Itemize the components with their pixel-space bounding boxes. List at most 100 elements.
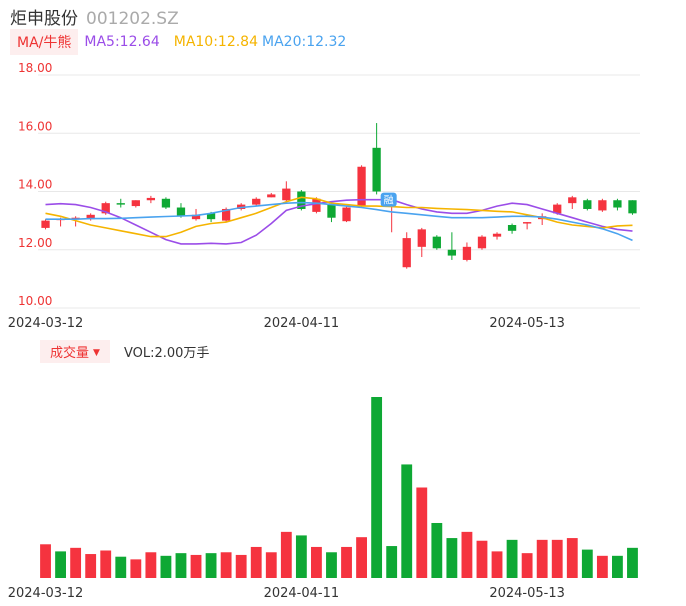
candle-body xyxy=(372,147,381,192)
volume-bar xyxy=(250,546,262,578)
candle-body xyxy=(628,200,637,214)
candle-body xyxy=(41,220,50,228)
candle-body xyxy=(327,204,336,218)
candle-body xyxy=(417,229,426,247)
volume-bar xyxy=(536,539,548,578)
candle-body xyxy=(252,198,261,205)
candle-body xyxy=(146,197,156,201)
volume-bar xyxy=(521,553,533,578)
volume-bar xyxy=(115,556,127,578)
volume-bar xyxy=(265,552,277,578)
volume-bar xyxy=(190,554,202,578)
volume-bar xyxy=(401,464,413,578)
ma-legend: MA/牛熊 MA5:12.64 MA10:12.84 MA20:12.32 xyxy=(10,29,347,55)
candle-body xyxy=(206,213,216,220)
volume-bar xyxy=(446,538,458,578)
rong-marker-label: 融 xyxy=(384,195,394,207)
price-tick-label: 14.00 xyxy=(18,178,52,192)
candle-body xyxy=(507,224,517,231)
candle-body xyxy=(462,246,472,260)
volume-bar xyxy=(371,397,383,578)
candle-body xyxy=(477,236,487,249)
candle-body xyxy=(553,204,562,214)
caret-down-icon: ▼ xyxy=(93,347,100,358)
stock-code: 001202.SZ xyxy=(86,9,179,29)
volume-bar xyxy=(581,549,593,578)
ma5-value: MA5:12.64 xyxy=(84,34,160,50)
date-tick-label: 2024-03-12 xyxy=(8,316,84,331)
volume-bar xyxy=(40,544,51,578)
volume-bar xyxy=(130,559,142,578)
candle-body xyxy=(342,207,351,222)
candle-body xyxy=(312,198,321,212)
ma20-line xyxy=(45,201,633,242)
candle-body xyxy=(492,233,502,237)
volume-bar xyxy=(431,522,443,578)
stock-name: 炬申股份 xyxy=(10,9,78,29)
volume-bar xyxy=(85,554,97,578)
candle-body xyxy=(432,236,441,249)
volume-bar xyxy=(55,551,66,578)
candle-body xyxy=(447,249,457,256)
volume-bar xyxy=(280,531,292,578)
volume-bar xyxy=(627,547,638,578)
price-tick-label: 18.00 xyxy=(18,61,52,75)
candle-body xyxy=(86,214,95,220)
volume-bar xyxy=(295,535,307,578)
candle-body xyxy=(191,214,201,220)
candle-body xyxy=(598,200,607,211)
volume-bar xyxy=(416,487,428,578)
candle-body xyxy=(161,198,171,208)
volume-bar xyxy=(386,546,398,578)
volume-bar xyxy=(326,552,337,578)
ma10-value: MA10:12.84 xyxy=(173,34,259,50)
volume-bar xyxy=(175,553,187,578)
candle-body xyxy=(402,238,411,268)
volume-bar xyxy=(491,551,503,578)
volume-tag-label: 成交量 xyxy=(50,345,90,361)
price-tick-label: 16.00 xyxy=(18,119,52,133)
rong-marker-icon[interactable] xyxy=(380,192,397,207)
candle-body xyxy=(613,200,622,208)
candle-body xyxy=(71,217,80,219)
volume-bar xyxy=(551,539,563,578)
volume-bar xyxy=(341,546,352,578)
candle-body xyxy=(131,200,140,207)
volume-bar xyxy=(205,553,217,578)
candle-body xyxy=(522,222,532,224)
volume-value: VOL:2.00万手 xyxy=(123,345,210,361)
volume-bar xyxy=(461,531,473,578)
volume-date-tick-label: 2024-03-12 xyxy=(8,586,84,601)
candle-body xyxy=(583,200,592,209)
ma20-value: MA20:12.32 xyxy=(262,34,347,50)
volume-bar xyxy=(235,554,247,578)
volume-bar xyxy=(596,555,608,578)
volume-bar xyxy=(612,555,623,578)
volume-bar xyxy=(566,538,578,578)
volume-bar xyxy=(476,540,488,578)
ma-indicator-selector[interactable]: MA/牛熊 xyxy=(10,29,79,55)
volume-bar xyxy=(70,547,82,578)
date-tick-label: 2024-05-13 xyxy=(489,316,565,331)
candle-body xyxy=(568,197,577,204)
volume-bar xyxy=(100,550,112,578)
candle-body xyxy=(357,166,366,207)
volume-bar xyxy=(311,546,322,578)
price-tick-label: 12.00 xyxy=(18,236,52,250)
volume-bar xyxy=(506,539,518,578)
volume-bar xyxy=(145,552,157,578)
candle-body xyxy=(297,191,306,209)
volume-date-tick-label: 2024-05-13 xyxy=(489,586,565,601)
candle-body xyxy=(282,188,291,201)
volume-bar xyxy=(356,537,367,578)
volume-bar xyxy=(220,552,232,578)
candle-body xyxy=(101,203,110,214)
volume-legend: 成交量 ▼ VOL:2.00万手 xyxy=(40,339,210,363)
volume-bar xyxy=(160,555,172,578)
candle-body xyxy=(267,194,276,198)
candle-body xyxy=(221,208,231,221)
volume-indicator-selector[interactable]: 成交量 ▼ xyxy=(40,339,110,363)
volume-date-tick-label: 2024-04-11 xyxy=(264,586,340,601)
candle-body xyxy=(176,207,186,217)
